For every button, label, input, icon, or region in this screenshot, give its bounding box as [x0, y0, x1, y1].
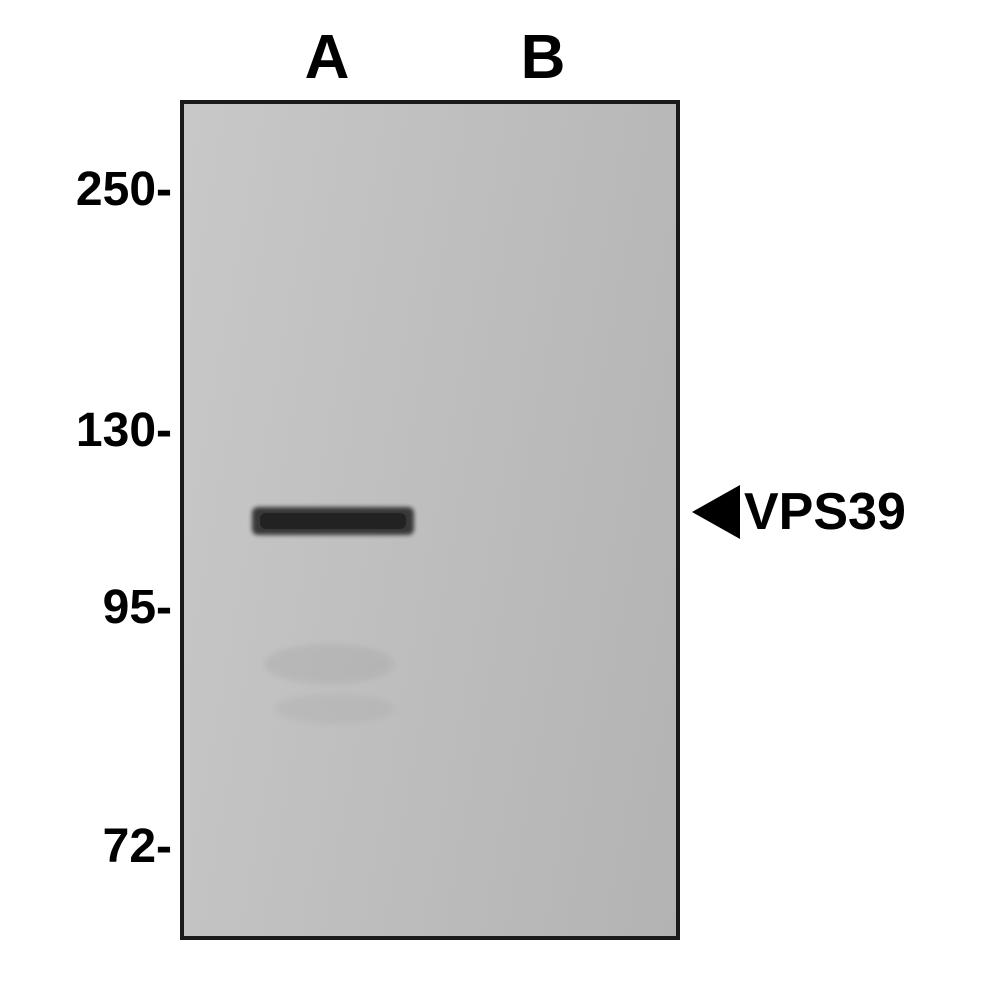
faint-band	[274, 694, 394, 724]
target-label: VPS39	[692, 482, 906, 542]
mw-marker-label: 95-	[0, 580, 172, 635]
protein-band-core	[260, 513, 406, 529]
lane-label: A	[297, 22, 357, 93]
target-text: VPS39	[744, 482, 906, 542]
mw-marker-label: 250-	[0, 162, 172, 217]
blot-membrane	[180, 100, 680, 940]
arrow-left-icon	[692, 485, 740, 539]
lane-label: B	[513, 22, 573, 93]
faint-band	[264, 644, 394, 684]
western-blot-figure: A B 250- 130- 95- 72- VPS39	[0, 0, 1000, 1000]
mw-marker-label: 130-	[0, 403, 172, 458]
mw-marker-label: 72-	[0, 819, 172, 874]
